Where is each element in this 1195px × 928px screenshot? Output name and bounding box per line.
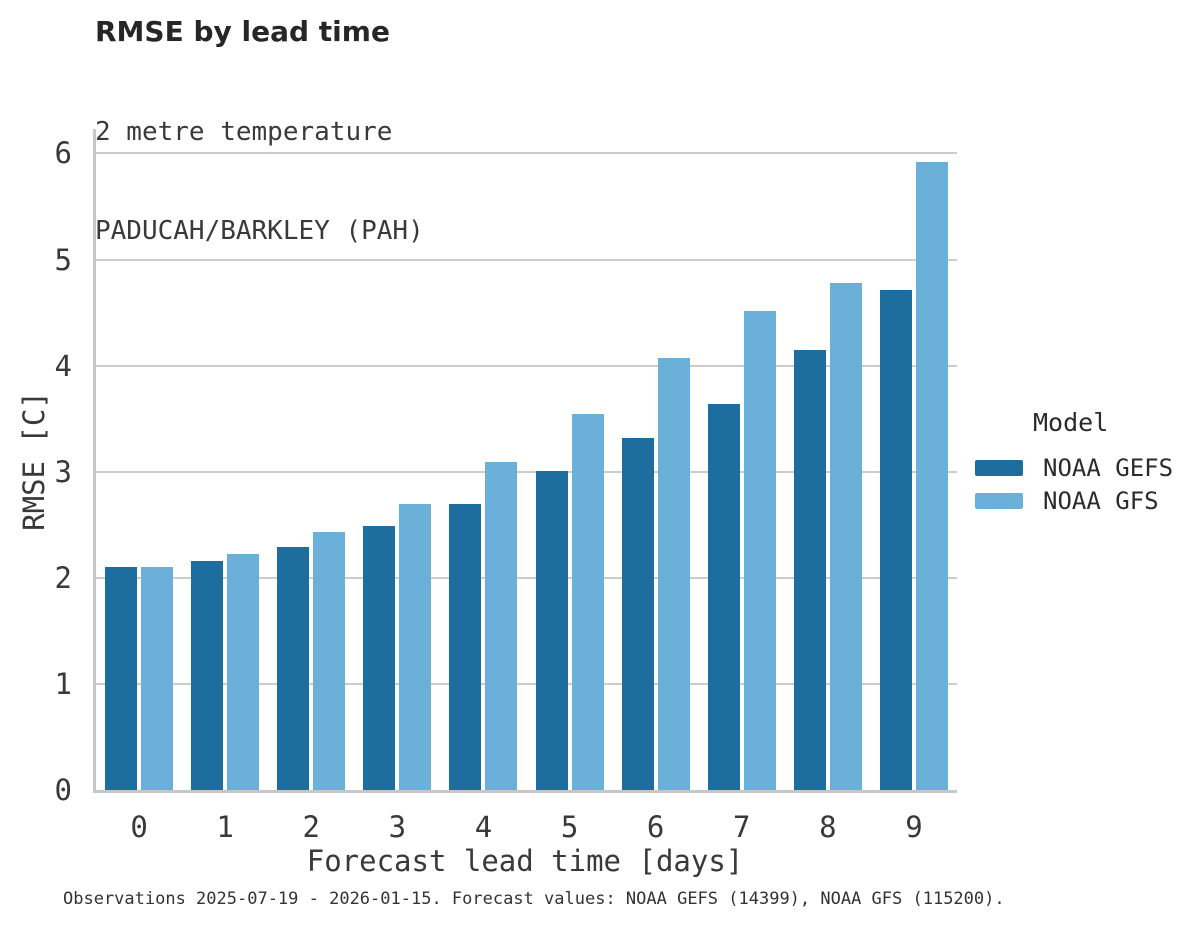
bar-noaa-gefs-lead-7: [707, 404, 740, 790]
gridline-y-2: [96, 576, 957, 579]
chart-subtitle: 2 metre temperature PADUCAH/BARKLEY (PAH…: [95, 50, 424, 314]
chart-subtitle-line-1: 2 metre temperature: [95, 117, 393, 147]
bar-noaa-gefs-lead-5: [535, 471, 568, 790]
bar-noaa-gfs-lead-4: [485, 462, 518, 790]
legend-entry-noaa-gefs: NOAA GEFS: [975, 451, 1190, 484]
bar-noaa-gfs-lead-6: [657, 358, 690, 790]
bar-noaa-gefs-lead-1: [191, 561, 224, 790]
chart-subtitle-line-2: PADUCAH/BARKLEY (PAH): [95, 216, 424, 246]
bar-noaa-gefs-lead-9: [879, 290, 912, 790]
bar-noaa-gefs-lead-0: [105, 567, 138, 790]
bar-noaa-gefs-lead-2: [277, 547, 310, 790]
x-tick-6: 6: [646, 810, 665, 844]
bar-noaa-gfs-lead-3: [399, 504, 432, 790]
bar-noaa-gfs-lead-2: [313, 532, 346, 790]
x-tick-2: 2: [302, 810, 320, 844]
x-tick-7: 7: [733, 810, 751, 844]
x-tick-4: 4: [474, 810, 493, 844]
bar-noaa-gfs-lead-0: [141, 567, 174, 790]
footnote-caption: Observations 2025-07-19 - 2026-01-15. Fo…: [63, 889, 1005, 909]
legend: Model NOAA GEFS NOAA GFS: [975, 408, 1190, 517]
gridline-y-5: [96, 258, 957, 261]
gridline-y-3: [96, 470, 957, 473]
bar-noaa-gfs-lead-7: [743, 311, 776, 790]
y-tick-6: 6: [54, 136, 72, 171]
bar-noaa-gfs-lead-8: [829, 283, 862, 790]
x-tick-1: 1: [216, 810, 234, 844]
bar-noaa-gfs-lead-1: [227, 554, 260, 790]
chart-title: RMSE by lead time: [95, 15, 390, 48]
bar-noaa-gefs-lead-3: [363, 526, 396, 790]
y-tick-0: 0: [54, 773, 72, 807]
gridline-y-1: [96, 682, 957, 685]
x-tick-5: 5: [560, 810, 579, 844]
bar-noaa-gefs-lead-4: [449, 504, 482, 790]
y-tick-1: 1: [54, 666, 72, 701]
gridline-y-6: [96, 152, 957, 155]
bar-noaa-gefs-lead-6: [621, 438, 654, 790]
x-tick-0: 0: [130, 810, 148, 844]
legend-entries: NOAA GEFS NOAA GFS: [975, 451, 1190, 517]
gridline-y-4: [96, 364, 957, 367]
legend-swatch-noaa-gfs: [975, 492, 1023, 509]
legend-entry-noaa-gfs: NOAA GFS: [975, 484, 1190, 517]
x-axis-label: Forecast lead time [days]: [306, 844, 744, 878]
x-tick-3: 3: [388, 810, 407, 844]
legend-swatch-noaa-gefs: [975, 459, 1023, 476]
y-tick-2: 2: [54, 560, 72, 595]
y-tick-5: 5: [54, 242, 72, 277]
x-tick-8: 8: [819, 810, 837, 844]
x-tick-9: 9: [905, 810, 923, 844]
bar-noaa-gefs-lead-8: [793, 350, 826, 790]
legend-label: NOAA GFS: [1043, 486, 1159, 515]
y-tick-3: 3: [54, 454, 72, 489]
y-tick-4: 4: [54, 348, 72, 383]
legend-label: NOAA GEFS: [1043, 453, 1174, 482]
bar-noaa-gfs-lead-9: [915, 162, 948, 790]
legend-title: Model: [1033, 408, 1109, 437]
bar-noaa-gfs-lead-5: [571, 414, 604, 790]
plot-area: [93, 129, 957, 793]
